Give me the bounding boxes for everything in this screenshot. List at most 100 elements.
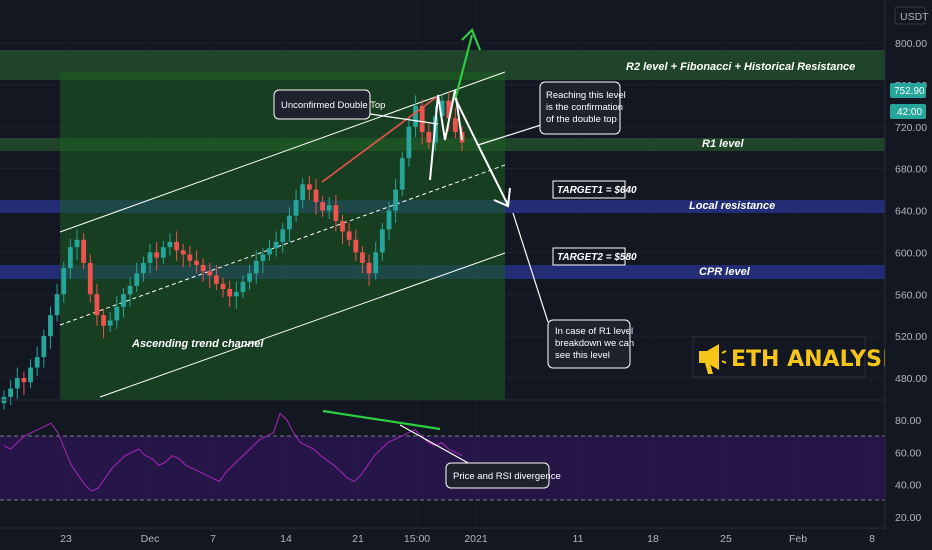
target1-text: TARGET1 = $640 [557, 185, 637, 196]
r2-label: R2 level + Fibonacci + Historical Resist… [626, 61, 855, 73]
candle-body [28, 367, 33, 383]
candle-body [452, 118, 458, 132]
currency-box [894, 6, 926, 25]
candle-body [326, 205, 332, 211]
last-price-tag [890, 83, 926, 98]
candle-body [260, 254, 266, 261]
price-tick-label: 480.00 [895, 373, 927, 385]
countdown-text: 42:00 [897, 107, 922, 118]
candle-body [386, 210, 392, 230]
confirmation-callout [539, 81, 621, 135]
bear-arrow-head [493, 187, 511, 208]
candle-body [180, 250, 186, 255]
candle-body [413, 105, 418, 127]
candle-body [21, 378, 27, 383]
channel-label: Ascending trend channel [131, 338, 264, 350]
candle-body [61, 268, 67, 295]
candle-body [214, 275, 219, 284]
candle-body [280, 229, 286, 242]
candle-body [233, 292, 239, 297]
candle-body [8, 388, 14, 397]
candle-body [293, 200, 299, 216]
candle-body [253, 260, 259, 274]
price-tick-label: 720.00 [895, 122, 927, 134]
price-tick-label: 600.00 [895, 247, 927, 259]
candle-body [439, 100, 445, 117]
candle-body [426, 131, 432, 143]
local-resistance-label: Local resistance [689, 200, 775, 212]
time-tick-label: 14 [280, 533, 292, 545]
r1-label: R1 level [702, 138, 745, 150]
candle-body [240, 281, 246, 293]
candle-body [87, 262, 93, 295]
time-tick-label: 23 [60, 533, 72, 545]
candle-body [373, 252, 379, 274]
candle-body [140, 262, 146, 274]
candle-body [94, 294, 100, 316]
double-top-callout-text: Unconfirmed Double Top [281, 100, 385, 111]
candle-body [34, 357, 40, 368]
candle-body [81, 239, 87, 263]
candle-body [54, 294, 60, 316]
candle-body [207, 271, 213, 276]
rsi-line [3, 412, 463, 492]
candle-body [48, 315, 53, 337]
candle-body [320, 202, 326, 211]
rsi-tick-label: 80.00 [895, 415, 921, 427]
candle-body [121, 294, 126, 307]
time-tick-label: 2021 [464, 533, 488, 545]
target2-text: TARGET2 = $580 [557, 252, 637, 263]
candle-body [74, 239, 80, 248]
currency-label: USDT [900, 11, 929, 23]
brand-box [692, 336, 866, 378]
rsi-tick-label: 40.00 [895, 480, 921, 492]
candle-body [446, 100, 452, 119]
candle-body [406, 126, 412, 159]
time-tick-label: 7 [210, 533, 216, 545]
divergence-line [322, 409, 441, 431]
price-ticks: 800.00760.00720.00680.00640.00600.00560.… [895, 38, 927, 385]
candle-body [194, 260, 199, 265]
candle-body [287, 215, 292, 230]
time-tick-label: 18 [647, 533, 659, 545]
candle-body [174, 241, 179, 251]
divergence-text: Price and RSI divergence [453, 471, 561, 482]
rsi-band [0, 436, 885, 500]
candle-body [353, 239, 359, 253]
candle-body [366, 262, 372, 274]
candle-body [114, 306, 120, 321]
time-tick-label: 21 [352, 533, 364, 545]
candle-body [273, 241, 279, 249]
candle-body [313, 189, 319, 203]
candle-body [360, 252, 365, 263]
price-tick-label: 520.00 [895, 331, 927, 343]
confirmation-text-2: is the confirmation [546, 102, 623, 113]
channel-upper-line [59, 71, 506, 233]
last-price-text: 752.90 [894, 86, 925, 97]
candle-body [220, 283, 226, 290]
double-top-callout [273, 89, 371, 120]
candle-body [127, 285, 133, 295]
time-tick-label: Dec [141, 533, 160, 545]
brand-text: ETH ANALYSIS [731, 347, 906, 372]
confirmation-text-3: of the double top [546, 114, 617, 125]
breakdown-text-3: see this level [555, 350, 610, 361]
candle-body [67, 247, 73, 269]
rsi-ticks: 80.00 60.00 40.00 20.00 [895, 415, 921, 524]
price-tick-label: 680.00 [895, 164, 927, 176]
candle-body [41, 336, 47, 358]
candle-body [399, 158, 405, 190]
candle-body [227, 289, 233, 297]
double-top-red-line [321, 95, 439, 183]
candle-body [154, 252, 160, 258]
candle-body [346, 231, 352, 240]
rsi-tick-label: 20.00 [895, 512, 921, 524]
r1-pointer [477, 124, 542, 146]
breakdown-pointer [512, 212, 549, 323]
bull-projection-arrow [453, 34, 474, 101]
candle-body [147, 252, 153, 263]
breakdown-text-2: breakdown we can [555, 338, 634, 349]
double-top-pointer [369, 113, 439, 125]
candle-body [200, 264, 206, 272]
